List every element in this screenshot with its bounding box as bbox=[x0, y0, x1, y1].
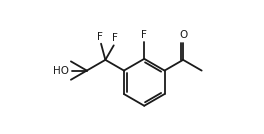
Text: F: F bbox=[112, 33, 118, 43]
Text: F: F bbox=[97, 32, 103, 42]
Text: HO: HO bbox=[54, 66, 69, 76]
Text: F: F bbox=[141, 30, 147, 40]
Text: O: O bbox=[179, 30, 187, 40]
